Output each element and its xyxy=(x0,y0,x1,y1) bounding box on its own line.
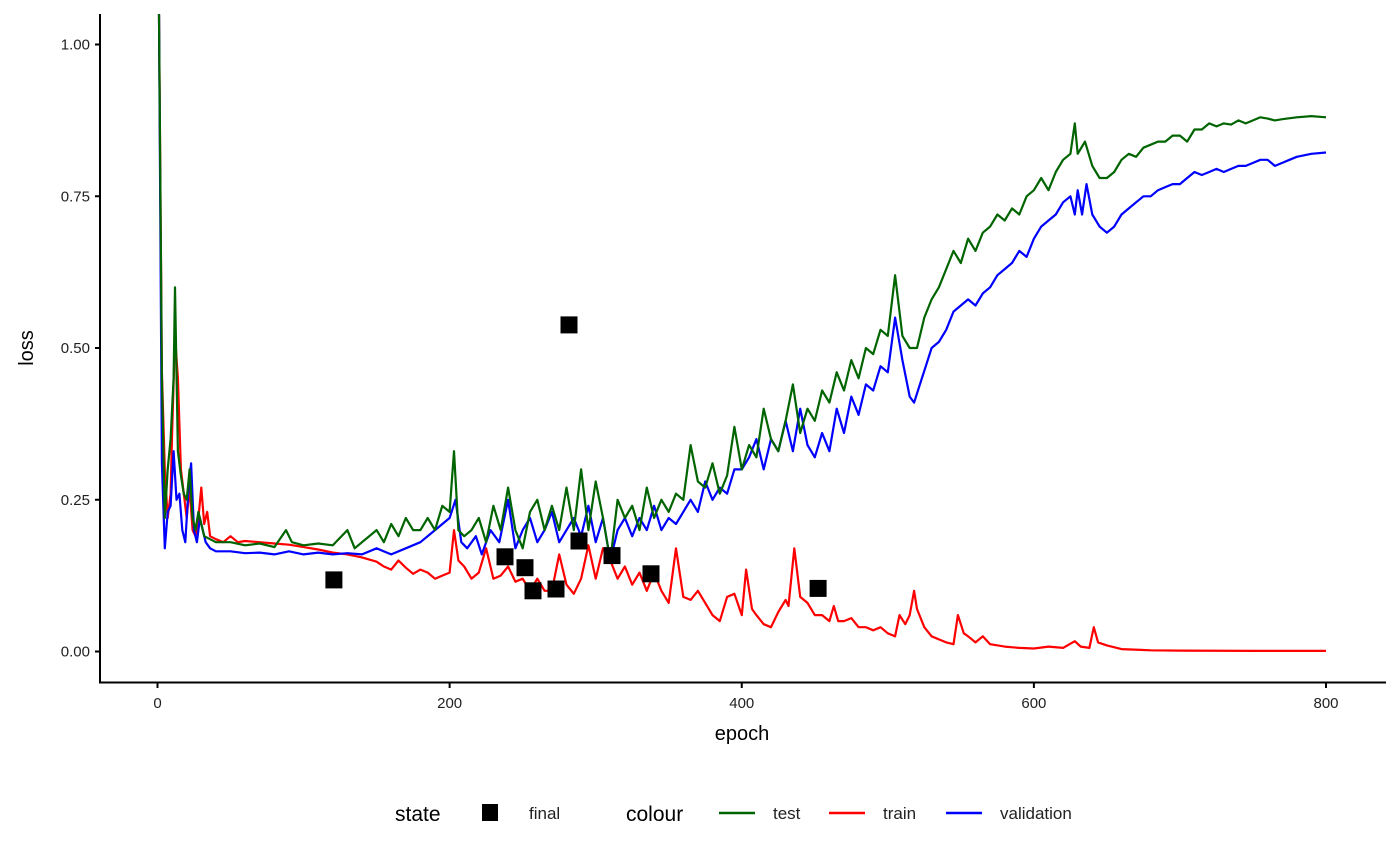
x-tick-label: 200 xyxy=(437,695,462,712)
legend-test-label: test xyxy=(773,804,801,823)
series-validation-line xyxy=(157,14,1327,562)
legend-train-label: train xyxy=(883,804,916,823)
x-tick-label: 800 xyxy=(1313,695,1338,712)
y-axis-ticks: 0.00 0.25 0.50 0.75 1.00 xyxy=(61,37,100,661)
series-test-line xyxy=(157,14,1327,562)
final-marker xyxy=(560,316,578,334)
legend-colour-title: colour xyxy=(626,803,683,826)
final-marker xyxy=(524,582,542,600)
legend-validation-label: validation xyxy=(1000,804,1072,823)
y-tick-label: 0.00 xyxy=(61,644,90,661)
y-tick-label: 0.25 xyxy=(61,492,90,509)
y-tick-label: 0.75 xyxy=(61,188,90,205)
y-axis-title: loss xyxy=(16,330,38,366)
final-marker xyxy=(547,580,565,598)
final-marker xyxy=(325,571,343,589)
final-marker xyxy=(516,559,534,577)
y-tick-label: 1.00 xyxy=(61,37,90,54)
final-marker xyxy=(603,547,621,565)
x-tick-label: 0 xyxy=(153,695,161,712)
final-marker xyxy=(642,565,660,583)
final-markers xyxy=(325,316,827,600)
final-marker xyxy=(809,579,827,597)
x-tick-label: 600 xyxy=(1021,695,1046,712)
y-tick-label: 0.50 xyxy=(61,340,90,357)
legend: state final colour test train validation xyxy=(395,803,1072,826)
x-axis-title: epoch xyxy=(715,723,770,745)
final-marker xyxy=(570,532,588,550)
legend-state-title: state xyxy=(395,803,441,826)
x-axis-ticks: 0 200 400 600 800 xyxy=(153,683,1339,712)
plot-lines xyxy=(157,14,1327,652)
x-tick-label: 400 xyxy=(729,695,754,712)
legend-final-square-icon xyxy=(482,804,498,821)
final-marker xyxy=(496,548,514,566)
legend-final-label: final xyxy=(529,804,560,823)
